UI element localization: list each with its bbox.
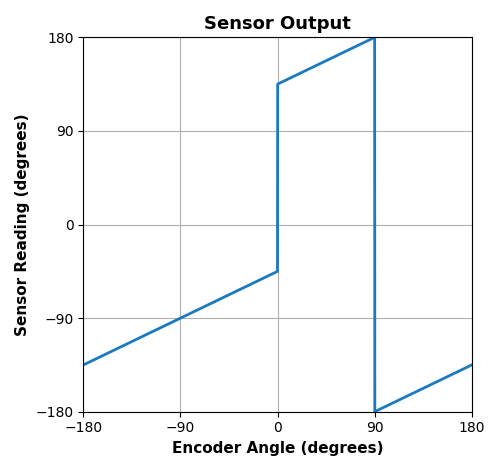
X-axis label: Encoder Angle (degrees): Encoder Angle (degrees) [172,441,384,456]
Title: Sensor Output: Sensor Output [204,15,351,33]
Y-axis label: Sensor Reading (degrees): Sensor Reading (degrees) [15,114,30,336]
